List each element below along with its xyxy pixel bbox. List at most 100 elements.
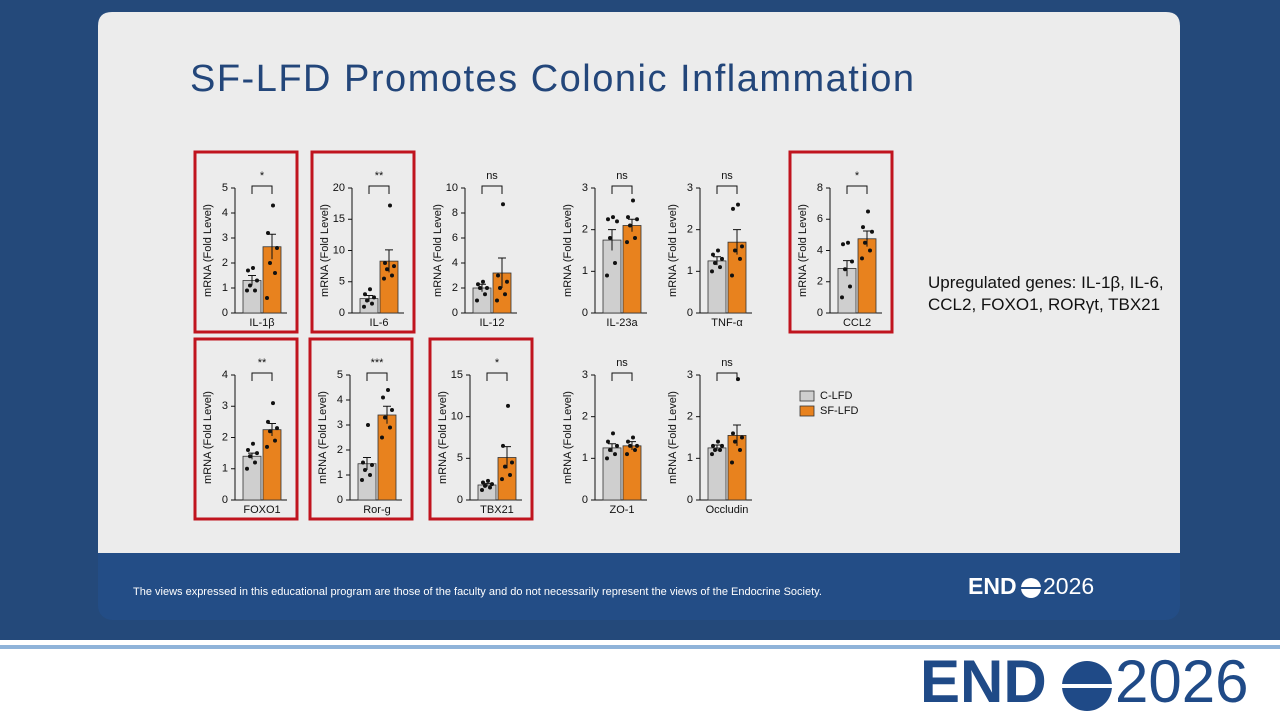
- data-point: [488, 485, 492, 490]
- data-point: [368, 287, 372, 292]
- data-point: [382, 276, 386, 281]
- data-point: [720, 443, 724, 448]
- data-point: [365, 298, 369, 303]
- footer-text: The views expressed in this educational …: [133, 586, 822, 598]
- data-point: [268, 429, 272, 434]
- error-bar: [498, 257, 506, 288]
- significance-bracket: [716, 185, 738, 194]
- data-point: [605, 456, 609, 461]
- y-tick-label: 1: [687, 265, 693, 277]
- logo-small: END 2026: [968, 573, 1094, 599]
- y-tick-label: 2: [582, 224, 588, 236]
- error-bar: [268, 422, 276, 436]
- legend-label: SF-LFD: [820, 405, 859, 417]
- y-axis-label: mRNA (Fold Level): [797, 204, 809, 297]
- data-point: [625, 452, 629, 457]
- data-point: [613, 261, 617, 265]
- x-axis-label: Occludin: [706, 504, 749, 516]
- y-tick-label: 3: [222, 400, 228, 412]
- bar: [622, 225, 642, 314]
- data-point: [635, 443, 639, 448]
- y-tick-label: 3: [222, 232, 228, 244]
- data-point: [266, 231, 270, 235]
- data-point: [251, 266, 255, 270]
- data-point: [366, 423, 370, 427]
- data-point: [730, 273, 734, 278]
- y-tick-label: 15: [451, 369, 463, 381]
- y-tick-label: 2: [222, 257, 228, 269]
- data-point: [362, 304, 366, 309]
- significance-label: ***: [371, 357, 385, 369]
- bottom-rule: [0, 645, 1280, 649]
- data-point: [266, 419, 270, 424]
- data-point: [271, 203, 275, 208]
- y-tick-label: 1: [222, 282, 228, 294]
- significance-label: ns: [616, 357, 628, 369]
- y-tick-label: 8: [452, 207, 458, 219]
- y-tick-label: 10: [446, 182, 458, 194]
- y-tick-label: 0: [817, 307, 823, 319]
- data-point: [271, 401, 275, 406]
- data-point: [861, 225, 865, 230]
- significance-bracket: [368, 185, 390, 194]
- data-point: [718, 265, 722, 270]
- y-tick-label: 2: [222, 431, 228, 443]
- data-point: [361, 460, 365, 465]
- y-tick-label: 0: [339, 307, 345, 319]
- error-bar: [843, 260, 851, 277]
- bar: [377, 414, 397, 501]
- data-point: [268, 261, 272, 265]
- y-tick-label: 1: [687, 452, 693, 464]
- y-tick-label: 0: [222, 307, 228, 319]
- highlight-box: [308, 337, 414, 521]
- error-bar: [713, 256, 721, 266]
- y-tick-label: 5: [339, 276, 345, 288]
- y-tick-label: 8: [817, 182, 823, 194]
- y-tick-label: 3: [687, 182, 693, 194]
- data-point: [848, 284, 852, 289]
- data-point: [503, 464, 507, 469]
- data-point: [626, 439, 630, 444]
- error-bar: [383, 405, 391, 424]
- data-point: [275, 246, 279, 250]
- bar: [242, 455, 262, 501]
- logo-light: 2026: [1115, 648, 1248, 715]
- significance-label: **: [258, 357, 267, 369]
- y-tick-label: 2: [452, 282, 458, 294]
- legend-label: C-LFD: [820, 390, 852, 402]
- error-bar: [608, 443, 616, 453]
- data-point: [273, 438, 277, 443]
- data-point: [713, 448, 717, 452]
- data-point: [713, 261, 717, 265]
- x-axis-label: TNF-α: [711, 317, 743, 329]
- data-point: [733, 248, 737, 253]
- y-tick-label: 4: [337, 394, 343, 406]
- data-point: [628, 223, 632, 228]
- y-tick-label: 10: [451, 411, 463, 423]
- data-point: [265, 296, 269, 300]
- data-point: [251, 441, 255, 446]
- data-point: [733, 439, 737, 444]
- data-point: [718, 448, 722, 452]
- data-point: [475, 298, 479, 303]
- data-point: [631, 198, 635, 203]
- y-tick-label: 0: [687, 307, 693, 319]
- error-bar: [248, 275, 256, 286]
- data-point: [496, 273, 500, 278]
- x-axis-label: TBX21: [480, 504, 514, 516]
- significance-label: *: [260, 170, 265, 182]
- data-point: [625, 240, 629, 245]
- significance-label: ns: [721, 357, 733, 369]
- data-point: [501, 443, 505, 448]
- data-point: [495, 298, 499, 303]
- y-tick-label: 2: [337, 444, 343, 456]
- data-point: [738, 256, 742, 261]
- y-tick-label: 5: [457, 452, 463, 464]
- y-tick-label: 2: [687, 224, 693, 236]
- data-point: [711, 252, 715, 257]
- data-point: [501, 202, 505, 207]
- x-axis-label: IL-6: [370, 317, 389, 329]
- data-point: [866, 209, 870, 214]
- data-point: [503, 292, 507, 297]
